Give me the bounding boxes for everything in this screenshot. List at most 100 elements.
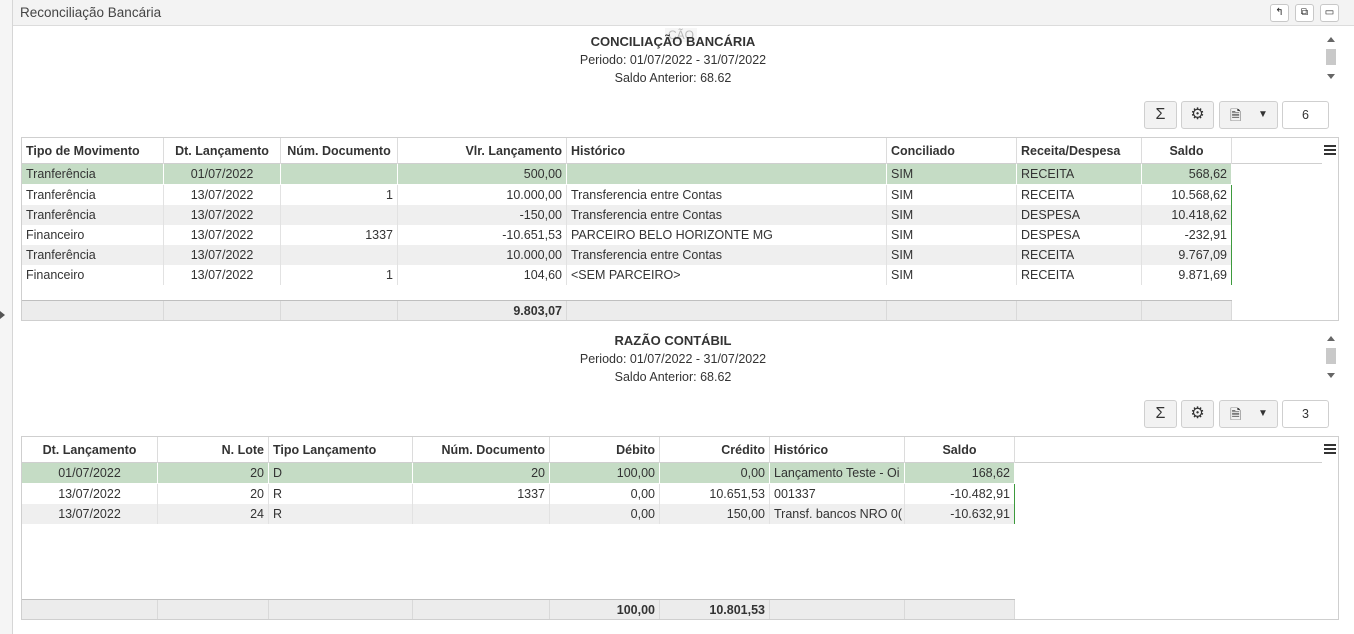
cell-tipo: Tranferência [22,164,164,184]
cell-saldo: 168,62 [905,463,1015,483]
cell-valor: 10.000,00 [398,185,567,205]
cell-saldo: 9.767,09 [1142,245,1232,265]
col-num-documento[interactable]: Núm. Documento [281,138,398,164]
cell-tipo: Tranferência [22,185,164,205]
scroll-down-icon[interactable] [1327,74,1335,79]
razao-totals-row: 100,00 10.801,53 [22,599,1015,619]
cell-documento: 20 [413,463,550,483]
col-tipo-movimento[interactable]: Tipo de Movimento [22,138,164,164]
left-collapse-bar[interactable] [0,0,12,634]
col-dt-lancamento[interactable]: Dt. Lançamento [22,437,158,463]
sum-button[interactable]: Σ [1144,101,1177,129]
scroll-down-icon[interactable] [1327,373,1335,378]
col-receita-despesa[interactable]: Receita/Despesa [1017,138,1142,164]
col-saldo[interactable]: Saldo [905,437,1015,463]
razao-header-scrollbar[interactable] [1324,332,1338,382]
cell-historico: <SEM PARCEIRO> [567,265,887,285]
column-menu-icon[interactable] [1324,444,1336,454]
razao-grid-header: Dt. Lançamento N. Lote Tipo Lançamento N… [22,437,1322,463]
window-titlebar: Reconciliação Bancária ↰ ⧉ ▭ [13,0,1354,26]
scroll-thumb[interactable] [1326,49,1336,65]
conciliacao-header: CONCILIAÇÃO BANCÁRIA Periodo: 01/07/2022… [13,34,1333,85]
cell-conciliado: SIM [887,164,1017,184]
cell-documento: 1337 [281,225,398,245]
cell-documento: 1 [281,185,398,205]
table-row[interactable]: Tranferência 13/07/2022 -150,00 Transfer… [22,205,1232,225]
export-button[interactable]: 🗎 ▼ [1219,400,1278,428]
cell-lote: 20 [158,484,269,504]
caret-down-icon[interactable]: ▼ [1258,109,1268,120]
razao-grid: Dt. Lançamento N. Lote Tipo Lançamento N… [21,436,1339,620]
caret-down-icon[interactable]: ▼ [1258,408,1268,419]
razao-count-field[interactable]: 3 [1282,400,1329,428]
cell-conciliado: SIM [887,265,1017,285]
gear-icon: ⚙ [1190,405,1205,422]
sigma-icon: Σ [1155,405,1166,422]
cell-saldo: -10.632,91 [905,504,1015,524]
table-row[interactable]: 13/07/2022 20 R 1337 0,00 10.651,53 0013… [22,484,1015,504]
cell-credito: 150,00 [660,504,770,524]
col-conciliado[interactable]: Conciliado [887,138,1017,164]
total-empty [1017,301,1142,320]
popout-button[interactable]: ⧉ [1295,4,1314,22]
col-num-documento[interactable]: Núm. Documento [413,437,550,463]
table-row[interactable]: Financeiro 13/07/2022 1 104,60 <SEM PARC… [22,265,1232,285]
cell-historico: PARCEIRO BELO HORIZONTE MG [567,225,887,245]
restore-button[interactable]: ↰ [1270,4,1289,22]
table-row[interactable]: Tranferência 13/07/2022 1 10.000,00 Tran… [22,185,1232,205]
sum-button[interactable]: Σ [1144,400,1177,428]
popout-icon: ⧉ [1300,7,1309,18]
scroll-up-icon[interactable] [1327,336,1335,341]
restore-icon: ↰ [1275,7,1284,18]
scroll-thumb[interactable] [1326,348,1336,364]
table-row[interactable]: Tranferência 13/07/2022 10.000,00 Transf… [22,245,1232,265]
cell-conciliado: SIM [887,205,1017,225]
cell-conciliado: SIM [887,185,1017,205]
cell-data: 13/07/2022 [22,504,158,524]
cell-receita-despesa: DESPESA [1017,205,1142,225]
window-title: Reconciliação Bancária [20,5,162,20]
cell-valor: 500,00 [398,164,567,184]
settings-button[interactable]: ⚙ [1181,400,1214,428]
total-empty [887,301,1017,320]
col-historico[interactable]: Histórico [770,437,905,463]
cell-data: 13/07/2022 [22,484,158,504]
maximize-button[interactable]: ▭ [1320,4,1339,22]
cell-data: 13/07/2022 [164,185,281,205]
cell-documento [413,504,550,524]
cell-historico: Transf. bancos NRO 0( [770,504,905,524]
conciliacao-grid: Tipo de Movimento Dt. Lançamento Núm. Do… [21,137,1339,321]
total-empty [22,600,158,619]
total-empty [567,301,887,320]
col-n-lote[interactable]: N. Lote [158,437,269,463]
col-credito[interactable]: Crédito [660,437,770,463]
cell-historico: Transferencia entre Contas [567,185,887,205]
cell-valor: 10.000,00 [398,245,567,265]
conciliacao-count-field[interactable]: 6 [1282,101,1329,129]
expand-arrow-icon[interactable] [0,311,5,319]
col-debito[interactable]: Débito [550,437,660,463]
table-row[interactable]: 13/07/2022 24 R 0,00 150,00 Transf. banc… [22,504,1015,524]
export-button[interactable]: 🗎 ▼ [1219,101,1278,129]
col-dt-lancamento[interactable]: Dt. Lançamento [164,138,281,164]
conciliacao-header-scrollbar[interactable] [1324,33,1338,83]
total-empty [158,600,269,619]
col-vlr-lancamento[interactable]: Vlr. Lançamento [398,138,567,164]
col-tipo-lancamento[interactable]: Tipo Lançamento [269,437,413,463]
col-historico[interactable]: Histórico [567,138,887,164]
settings-button[interactable]: ⚙ [1181,101,1214,129]
cell-receita-despesa: RECEITA [1017,265,1142,285]
table-row[interactable]: 01/07/2022 20 D 20 100,00 0,00 Lançament… [22,463,1015,483]
razao-title: RAZÃO CONTÁBIL [614,333,732,348]
col-saldo[interactable]: Saldo [1142,138,1232,164]
cell-valor: 104,60 [398,265,567,285]
reconciliation-window: Reconciliação Bancária ↰ ⧉ ▭ CÃO CONCILI… [12,0,1354,634]
conciliacao-title: CONCILIAÇÃO BANCÁRIA [590,34,756,49]
total-empty [1142,301,1232,320]
scroll-up-icon[interactable] [1327,37,1335,42]
cell-documento: 1 [281,265,398,285]
table-row[interactable]: Tranferência 01/07/2022 500,00 SIM RECEI… [22,164,1232,184]
table-row[interactable]: Financeiro 13/07/2022 1337 -10.651,53 PA… [22,225,1232,245]
column-menu-icon[interactable] [1324,145,1336,155]
cell-tipo: Tranferência [22,205,164,225]
